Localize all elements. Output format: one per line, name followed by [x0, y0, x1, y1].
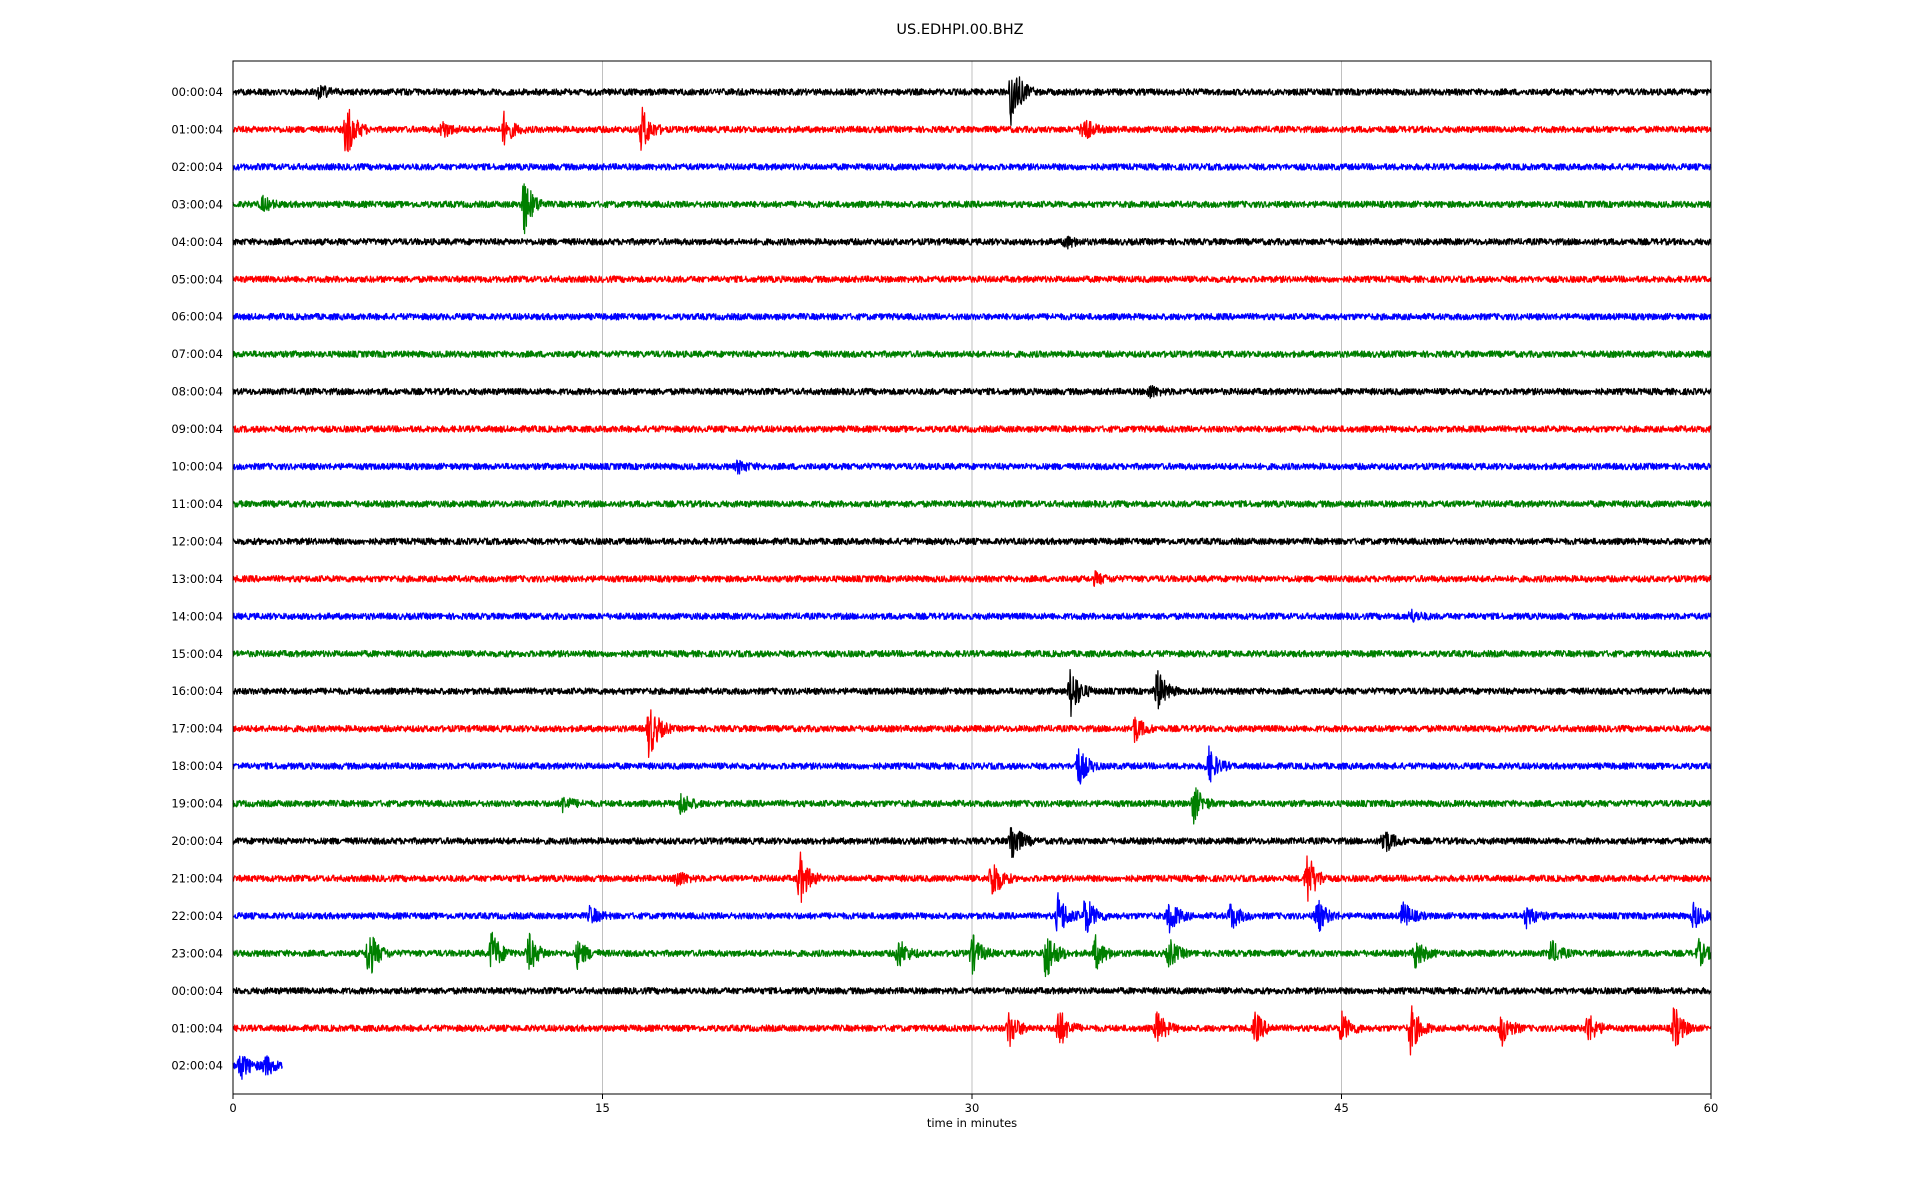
row-time-labels: 00:00:04 01:00:04 02:00:04 03:00:04 04:00:04… — [171, 85, 223, 1073]
row-time-label: 00:00:04 — [171, 984, 223, 998]
x-tick-label: 45 — [1334, 1101, 1349, 1115]
seismic-trace-row — [232, 183, 1712, 235]
seismic-trace-row — [232, 931, 1712, 978]
row-time-label: 17:00:04 — [171, 722, 223, 736]
seismic-trace-row — [232, 235, 1712, 250]
x-tick-label: 60 — [1704, 1101, 1719, 1115]
seismic-trace-row — [232, 1005, 1712, 1056]
x-axis-ticks: 0 15 30 45 60 — [229, 1094, 1718, 1115]
row-time-label: 01:00:04 — [171, 1021, 223, 1035]
seismic-trace-row — [232, 312, 1712, 321]
seismic-trace-row — [232, 709, 1712, 759]
row-time-label: 23:00:04 — [171, 946, 223, 960]
seismic-trace-row — [232, 385, 1712, 399]
seismic-trace-row — [232, 827, 1712, 858]
row-time-label: 00:00:04 — [171, 85, 223, 99]
row-time-label: 02:00:04 — [171, 1059, 223, 1073]
row-time-label: 15:00:04 — [171, 647, 223, 661]
seismic-trace-row — [232, 570, 1712, 587]
row-time-label: 19:00:04 — [171, 797, 223, 811]
row-time-label: 08:00:04 — [171, 385, 223, 399]
chart-title: US.EDHPI.00.BHZ — [896, 22, 1023, 38]
row-time-label: 02:00:04 — [171, 160, 223, 174]
seismic-trace-row — [232, 163, 1712, 171]
row-time-label: 01:00:04 — [171, 122, 223, 136]
seismic-trace-row — [232, 892, 1712, 934]
seismic-trace-row — [232, 459, 1712, 475]
row-time-label: 14:00:04 — [171, 609, 223, 623]
seismic-trace-row — [232, 787, 1712, 825]
seismic-trace-row — [232, 350, 1712, 358]
seismic-trace-row — [232, 537, 1712, 546]
x-axis-label: time in minutes — [927, 1116, 1017, 1130]
seismic-trace-row — [232, 986, 1712, 995]
seismic-trace-row — [232, 425, 1712, 433]
seismic-trace-row — [232, 76, 1712, 126]
row-time-label: 05:00:04 — [171, 272, 223, 286]
row-time-label: 11:00:04 — [171, 497, 223, 511]
row-time-label: 13:00:04 — [171, 572, 223, 586]
row-time-label: 20:00:04 — [171, 834, 223, 848]
seismic-trace-row — [232, 608, 1712, 623]
row-time-label: 09:00:04 — [171, 422, 223, 436]
row-time-label: 22:00:04 — [171, 909, 223, 923]
trace-rows — [232, 76, 1712, 1080]
seismic-trace-row — [232, 275, 1712, 284]
seismic-trace-row — [232, 668, 1712, 718]
seismic-trace-row — [232, 851, 1712, 903]
row-time-label: 10:00:04 — [171, 460, 223, 474]
seismic-trace-row — [232, 649, 1712, 658]
x-tick-label: 30 — [965, 1101, 980, 1115]
seismic-trace-row — [232, 745, 1712, 785]
x-tick-label: 15 — [595, 1101, 610, 1115]
seismic-trace-row — [232, 1055, 283, 1080]
row-time-label: 12:00:04 — [171, 534, 223, 548]
row-time-label: 03:00:04 — [171, 197, 223, 211]
seismic-trace-row — [232, 500, 1712, 508]
row-time-label: 06:00:04 — [171, 310, 223, 324]
row-time-label: 07:00:04 — [171, 347, 223, 361]
x-tick-label: 0 — [229, 1101, 236, 1115]
row-time-label: 18:00:04 — [171, 759, 223, 773]
row-time-label: 16:00:04 — [171, 684, 223, 698]
row-time-label: 21:00:04 — [171, 871, 223, 885]
row-time-label: 04:00:04 — [171, 235, 223, 249]
seismic-trace-row — [232, 106, 1712, 153]
